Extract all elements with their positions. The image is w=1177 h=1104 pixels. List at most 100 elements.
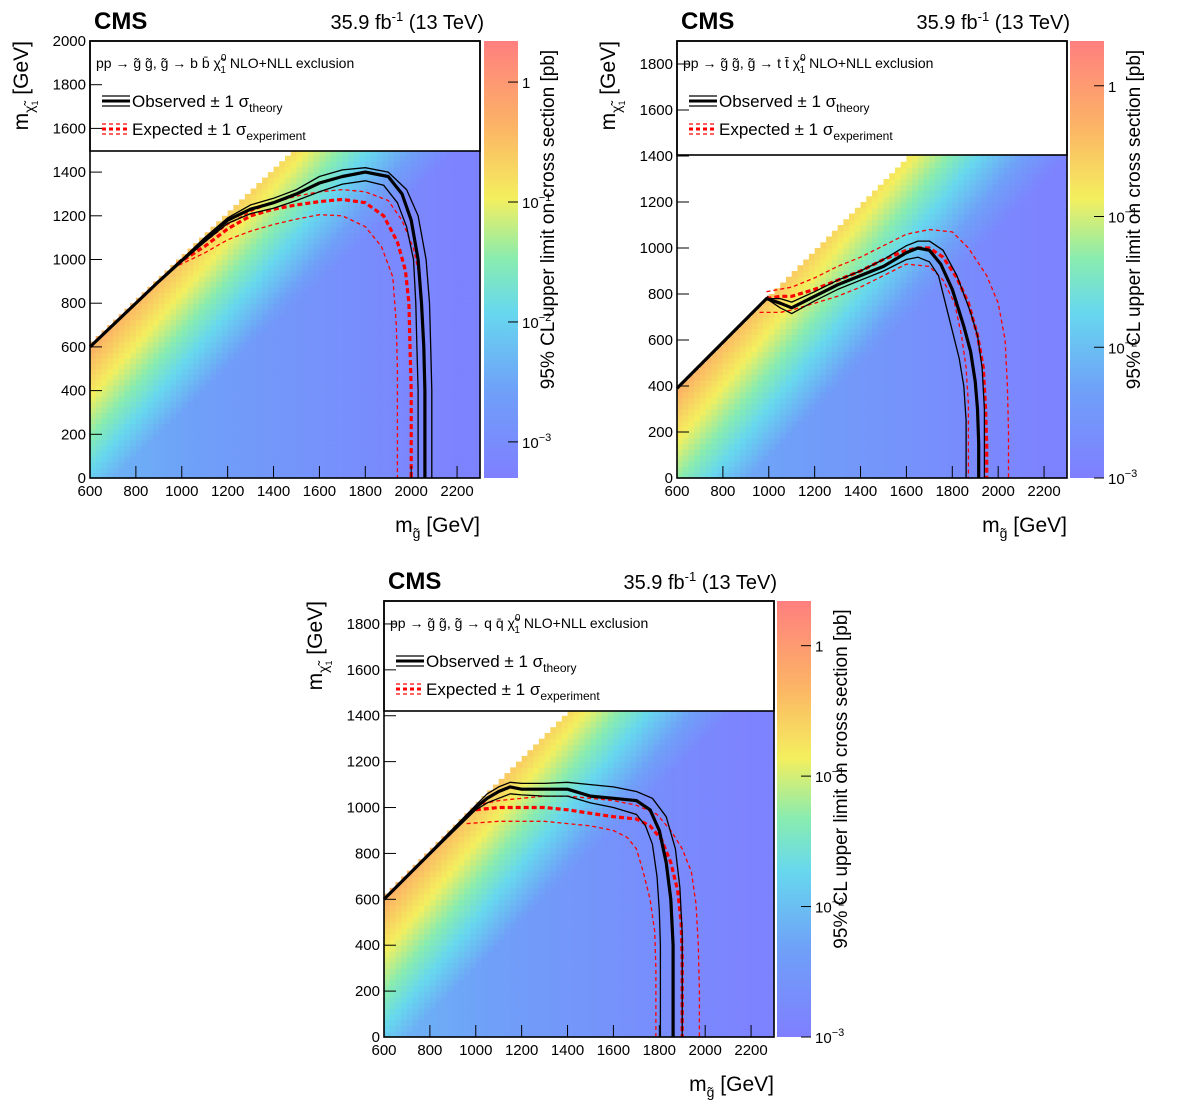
- heatmap-cell: [244, 363, 252, 370]
- heatmap-cell: [164, 281, 171, 288]
- heatmap-cell: [359, 319, 366, 326]
- heatmap-cell: [239, 335, 246, 343]
- heatmap-cell: [216, 319, 223, 326]
- heatmap-cell: [768, 455, 776, 462]
- heatmap-cell: [273, 183, 280, 190]
- heatmap-cell: [405, 456, 412, 463]
- heatmap-cell: [428, 215, 435, 222]
- heatmap-cell: [325, 210, 332, 217]
- heatmap-cell: [803, 282, 810, 289]
- heatmap-cell: [416, 352, 424, 359]
- heatmap-cell: [262, 445, 269, 452]
- heatmap-cell: [187, 264, 194, 272]
- heatmap-cell: [699, 455, 707, 462]
- heatmap-cell: [198, 374, 206, 381]
- heatmap-cell: [837, 288, 844, 295]
- heatmap-cell: [774, 466, 781, 473]
- heatmap-cell: [164, 368, 171, 375]
- heatmap-cell: [135, 308, 143, 315]
- heatmap-cell: [221, 412, 229, 419]
- heatmap-cell: [239, 363, 246, 370]
- heatmap-cell: [359, 226, 366, 233]
- heatmap-cell: [468, 259, 475, 266]
- heatmap-cell: [854, 472, 862, 479]
- heatmap-cell: [422, 221, 429, 228]
- heatmap-cell: [319, 259, 326, 266]
- heatmap-cell: [763, 374, 770, 381]
- heatmap-cell: [244, 417, 252, 424]
- heatmap-cell: [296, 401, 303, 408]
- heatmap-cell: [267, 330, 275, 337]
- heatmap-cell: [434, 232, 441, 239]
- heatmap-cell: [717, 443, 724, 450]
- heatmap-cell: [158, 303, 166, 310]
- heatmap-cell: [457, 221, 464, 228]
- heatmap-cell: [130, 352, 137, 359]
- heatmap-cell: [118, 368, 126, 375]
- heatmap-cell: [411, 215, 418, 222]
- heatmap-cell: [814, 472, 821, 479]
- heatmap-cell: [843, 248, 850, 255]
- heatmap-cell: [244, 193, 252, 201]
- heatmap-cell: [768, 363, 776, 370]
- heatmap-cell: [233, 461, 240, 468]
- heatmap-cell: [405, 183, 412, 190]
- heatmap-cell: [256, 396, 263, 403]
- heatmap-cell: [267, 467, 275, 474]
- heatmap-cell: [227, 434, 234, 441]
- heatmap-cell: [342, 177, 349, 184]
- heatmap-cell: [221, 264, 229, 272]
- heatmap-cell: [365, 155, 372, 162]
- heatmap-cell: [780, 437, 787, 445]
- heatmap-cell: [831, 345, 839, 353]
- heatmap-cell: [359, 450, 366, 457]
- heatmap-cell: [170, 412, 177, 419]
- heatmap-cell: [405, 450, 412, 457]
- heatmap-cell: [187, 417, 194, 424]
- heatmap-cell: [359, 193, 366, 201]
- heatmap-cell: [468, 357, 475, 364]
- heatmap-cell: [336, 396, 343, 403]
- heatmap-cell: [814, 397, 821, 404]
- heatmap-cell: [319, 319, 326, 326]
- heatmap-cell: [376, 183, 384, 190]
- heatmap-cell: [462, 177, 470, 184]
- heatmap-cell: [837, 299, 844, 307]
- heatmap-cell: [336, 341, 343, 348]
- heatmap-cell: [474, 215, 481, 222]
- heatmap-cell: [262, 335, 269, 343]
- heatmap-cell: [399, 330, 407, 337]
- heatmap-cell: [826, 386, 833, 393]
- heatmap-cell: [262, 254, 269, 261]
- heatmap-cell: [267, 346, 275, 353]
- heatmap-cell: [388, 330, 395, 337]
- heatmap-cell: [313, 325, 321, 332]
- heatmap-cell: [699, 432, 707, 439]
- heatmap-cell: [740, 363, 747, 370]
- heatmap-cell: [244, 308, 252, 315]
- heatmap-cell: [285, 204, 292, 211]
- heatmap-cell: [785, 455, 793, 462]
- heatmap-cell: [262, 281, 269, 288]
- heatmap-cell: [457, 341, 464, 348]
- heatmap-cell: [290, 177, 298, 184]
- heatmap-cell: [428, 275, 435, 282]
- heatmap-cell: [267, 286, 275, 293]
- heatmap-cell: [176, 472, 183, 479]
- heatmap-cell: [849, 391, 856, 399]
- heatmap-cell: [353, 183, 361, 190]
- heatmap-cell: [176, 401, 183, 408]
- heatmap-cell: [325, 150, 332, 157]
- heatmap-cell: [216, 390, 223, 397]
- heatmap-cell: [376, 472, 384, 479]
- heatmap-cell: [763, 299, 770, 307]
- heatmap-cell: [227, 423, 234, 430]
- heatmap-cell: [147, 352, 154, 359]
- heatmap-cell: [416, 472, 424, 479]
- heatmap-cell: [147, 297, 154, 304]
- heatmap-cell: [267, 188, 275, 195]
- heatmap-cell: [359, 390, 366, 397]
- heatmap-cell: [854, 276, 862, 284]
- heatmap-cell: [745, 403, 753, 410]
- heatmap-cell: [319, 396, 326, 403]
